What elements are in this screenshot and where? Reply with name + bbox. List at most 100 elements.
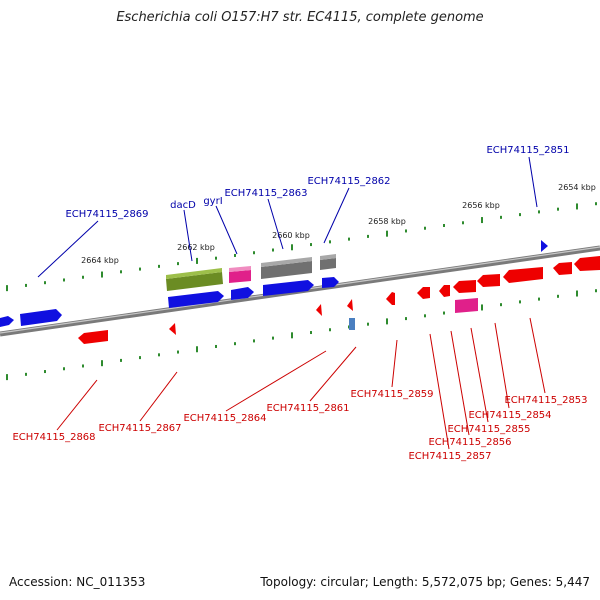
track-tick <box>139 356 141 360</box>
track-tick <box>234 342 236 346</box>
gene-gyrI[interactable] <box>229 270 251 283</box>
track-tick <box>500 215 502 219</box>
track-tick <box>291 244 293 251</box>
gene-2854[interactable] <box>477 274 500 287</box>
track-tick <box>44 370 46 374</box>
track-tick <box>82 364 84 368</box>
tick-label-2654: 2654 kbp <box>558 183 596 192</box>
gene-2862[interactable] <box>320 258 336 270</box>
label-dacD[interactable]: dacD <box>170 200 196 211</box>
label-2864[interactable]: ECH74115_2864 <box>183 413 266 424</box>
track-tick <box>215 344 217 348</box>
gene-2857[interactable] <box>417 287 430 299</box>
track-tick <box>348 237 350 241</box>
label-2854[interactable]: ECH74115_2854 <box>468 410 551 421</box>
track-tick <box>576 203 578 210</box>
track-tick <box>82 275 84 279</box>
track-tick <box>538 210 540 214</box>
track-tick <box>405 229 407 233</box>
label-2853[interactable]: ECH74115_2853 <box>504 395 587 406</box>
gene-2861[interactable] <box>347 299 353 311</box>
track-tick <box>386 230 388 237</box>
track-tick <box>120 270 122 274</box>
gene-2864[interactable] <box>316 304 322 316</box>
track-tick <box>177 262 179 266</box>
track-tick <box>329 328 331 332</box>
gene-2862-inner[interactable] <box>322 277 339 288</box>
track-tick <box>196 257 198 264</box>
label-2867[interactable]: ECH74115_2867 <box>98 423 181 434</box>
label-2851[interactable]: ECH74115_2851 <box>486 145 569 156</box>
bottom-gene-labels: ECH74115_2868 ECH74115_2867 ECH74115_286… <box>12 389 587 462</box>
gene-2850[interactable] <box>574 256 600 271</box>
gene-2855[interactable] <box>453 280 476 293</box>
track-tick <box>25 372 27 376</box>
label-2861[interactable]: ECH74115_2861 <box>266 403 349 414</box>
gene-dacD-top <box>166 268 222 279</box>
track-tick <box>443 311 445 315</box>
track-tick <box>234 253 236 257</box>
gene-2852[interactable] <box>553 262 572 275</box>
track-tick <box>576 290 578 297</box>
track-tick <box>557 294 559 298</box>
track-tick <box>139 267 141 271</box>
gene-2870[interactable] <box>0 316 14 327</box>
gene-2860[interactable] <box>349 318 355 330</box>
gene-dacD[interactable] <box>166 272 223 291</box>
tick-label-2662: 2662 kbp <box>177 243 215 252</box>
track-tick <box>500 303 502 307</box>
track-tick <box>63 278 65 282</box>
gene-2868[interactable] <box>78 330 108 344</box>
track-tick <box>25 283 27 287</box>
track-tick <box>519 300 521 304</box>
track-tick <box>44 281 46 285</box>
gene-2862-top <box>320 254 336 260</box>
track-tick <box>158 353 160 357</box>
tick-label-2656: 2656 kbp <box>462 201 500 210</box>
track-tick <box>310 243 312 247</box>
label-2855[interactable]: ECH74115_2855 <box>447 424 530 435</box>
label-2859[interactable]: ECH74115_2859 <box>350 389 433 400</box>
label-gyrI[interactable]: gyrI <box>203 196 222 207</box>
top-gene-labels: ECH74115_2869 dacD gyrI ECH74115_2863 EC… <box>65 145 569 220</box>
track-tick <box>443 224 445 228</box>
gene-2869[interactable] <box>20 309 62 326</box>
tick-label-2664: 2664 kbp <box>81 256 119 265</box>
gene-2855b[interactable] <box>455 298 478 313</box>
track-tick <box>310 331 312 335</box>
track-tick <box>519 213 521 217</box>
track-tick <box>177 350 179 354</box>
gene-2863-inner[interactable] <box>263 280 314 296</box>
label-2868[interactable]: ECH74115_2868 <box>12 432 95 443</box>
track-tick <box>424 226 426 230</box>
track-tick <box>481 304 483 311</box>
track-tick <box>253 251 255 255</box>
label-2862[interactable]: ECH74115_2862 <box>307 176 390 187</box>
track-tick <box>101 360 103 367</box>
gene-2851[interactable] <box>541 240 548 252</box>
topology-summary: Topology: circular; Length: 5,572,075 bp… <box>260 575 590 589</box>
inner-tick-track <box>6 289 597 381</box>
track-tick <box>272 336 274 340</box>
gene-2859[interactable] <box>386 292 395 305</box>
forward-genes <box>0 240 548 327</box>
gene-2856[interactable] <box>439 285 450 297</box>
track-tick <box>272 248 274 252</box>
track-tick <box>462 221 464 225</box>
track-tick <box>101 271 103 278</box>
label-2857[interactable]: ECH74115_2857 <box>408 451 491 462</box>
track-tick <box>538 297 540 301</box>
gene-dacD-inner[interactable] <box>168 291 224 308</box>
label-2869[interactable]: ECH74115_2869 <box>65 209 148 220</box>
track-tick <box>6 285 8 292</box>
track-tick <box>158 264 160 268</box>
track-tick <box>595 289 597 293</box>
label-2856[interactable]: ECH74115_2856 <box>428 437 511 448</box>
track-tick <box>291 332 293 339</box>
label-2863[interactable]: ECH74115_2863 <box>224 188 307 199</box>
gene-gyrI-inner[interactable] <box>231 287 254 300</box>
gene-2867[interactable] <box>169 323 176 335</box>
gene-2853[interactable] <box>503 267 543 283</box>
track-tick <box>6 374 8 381</box>
